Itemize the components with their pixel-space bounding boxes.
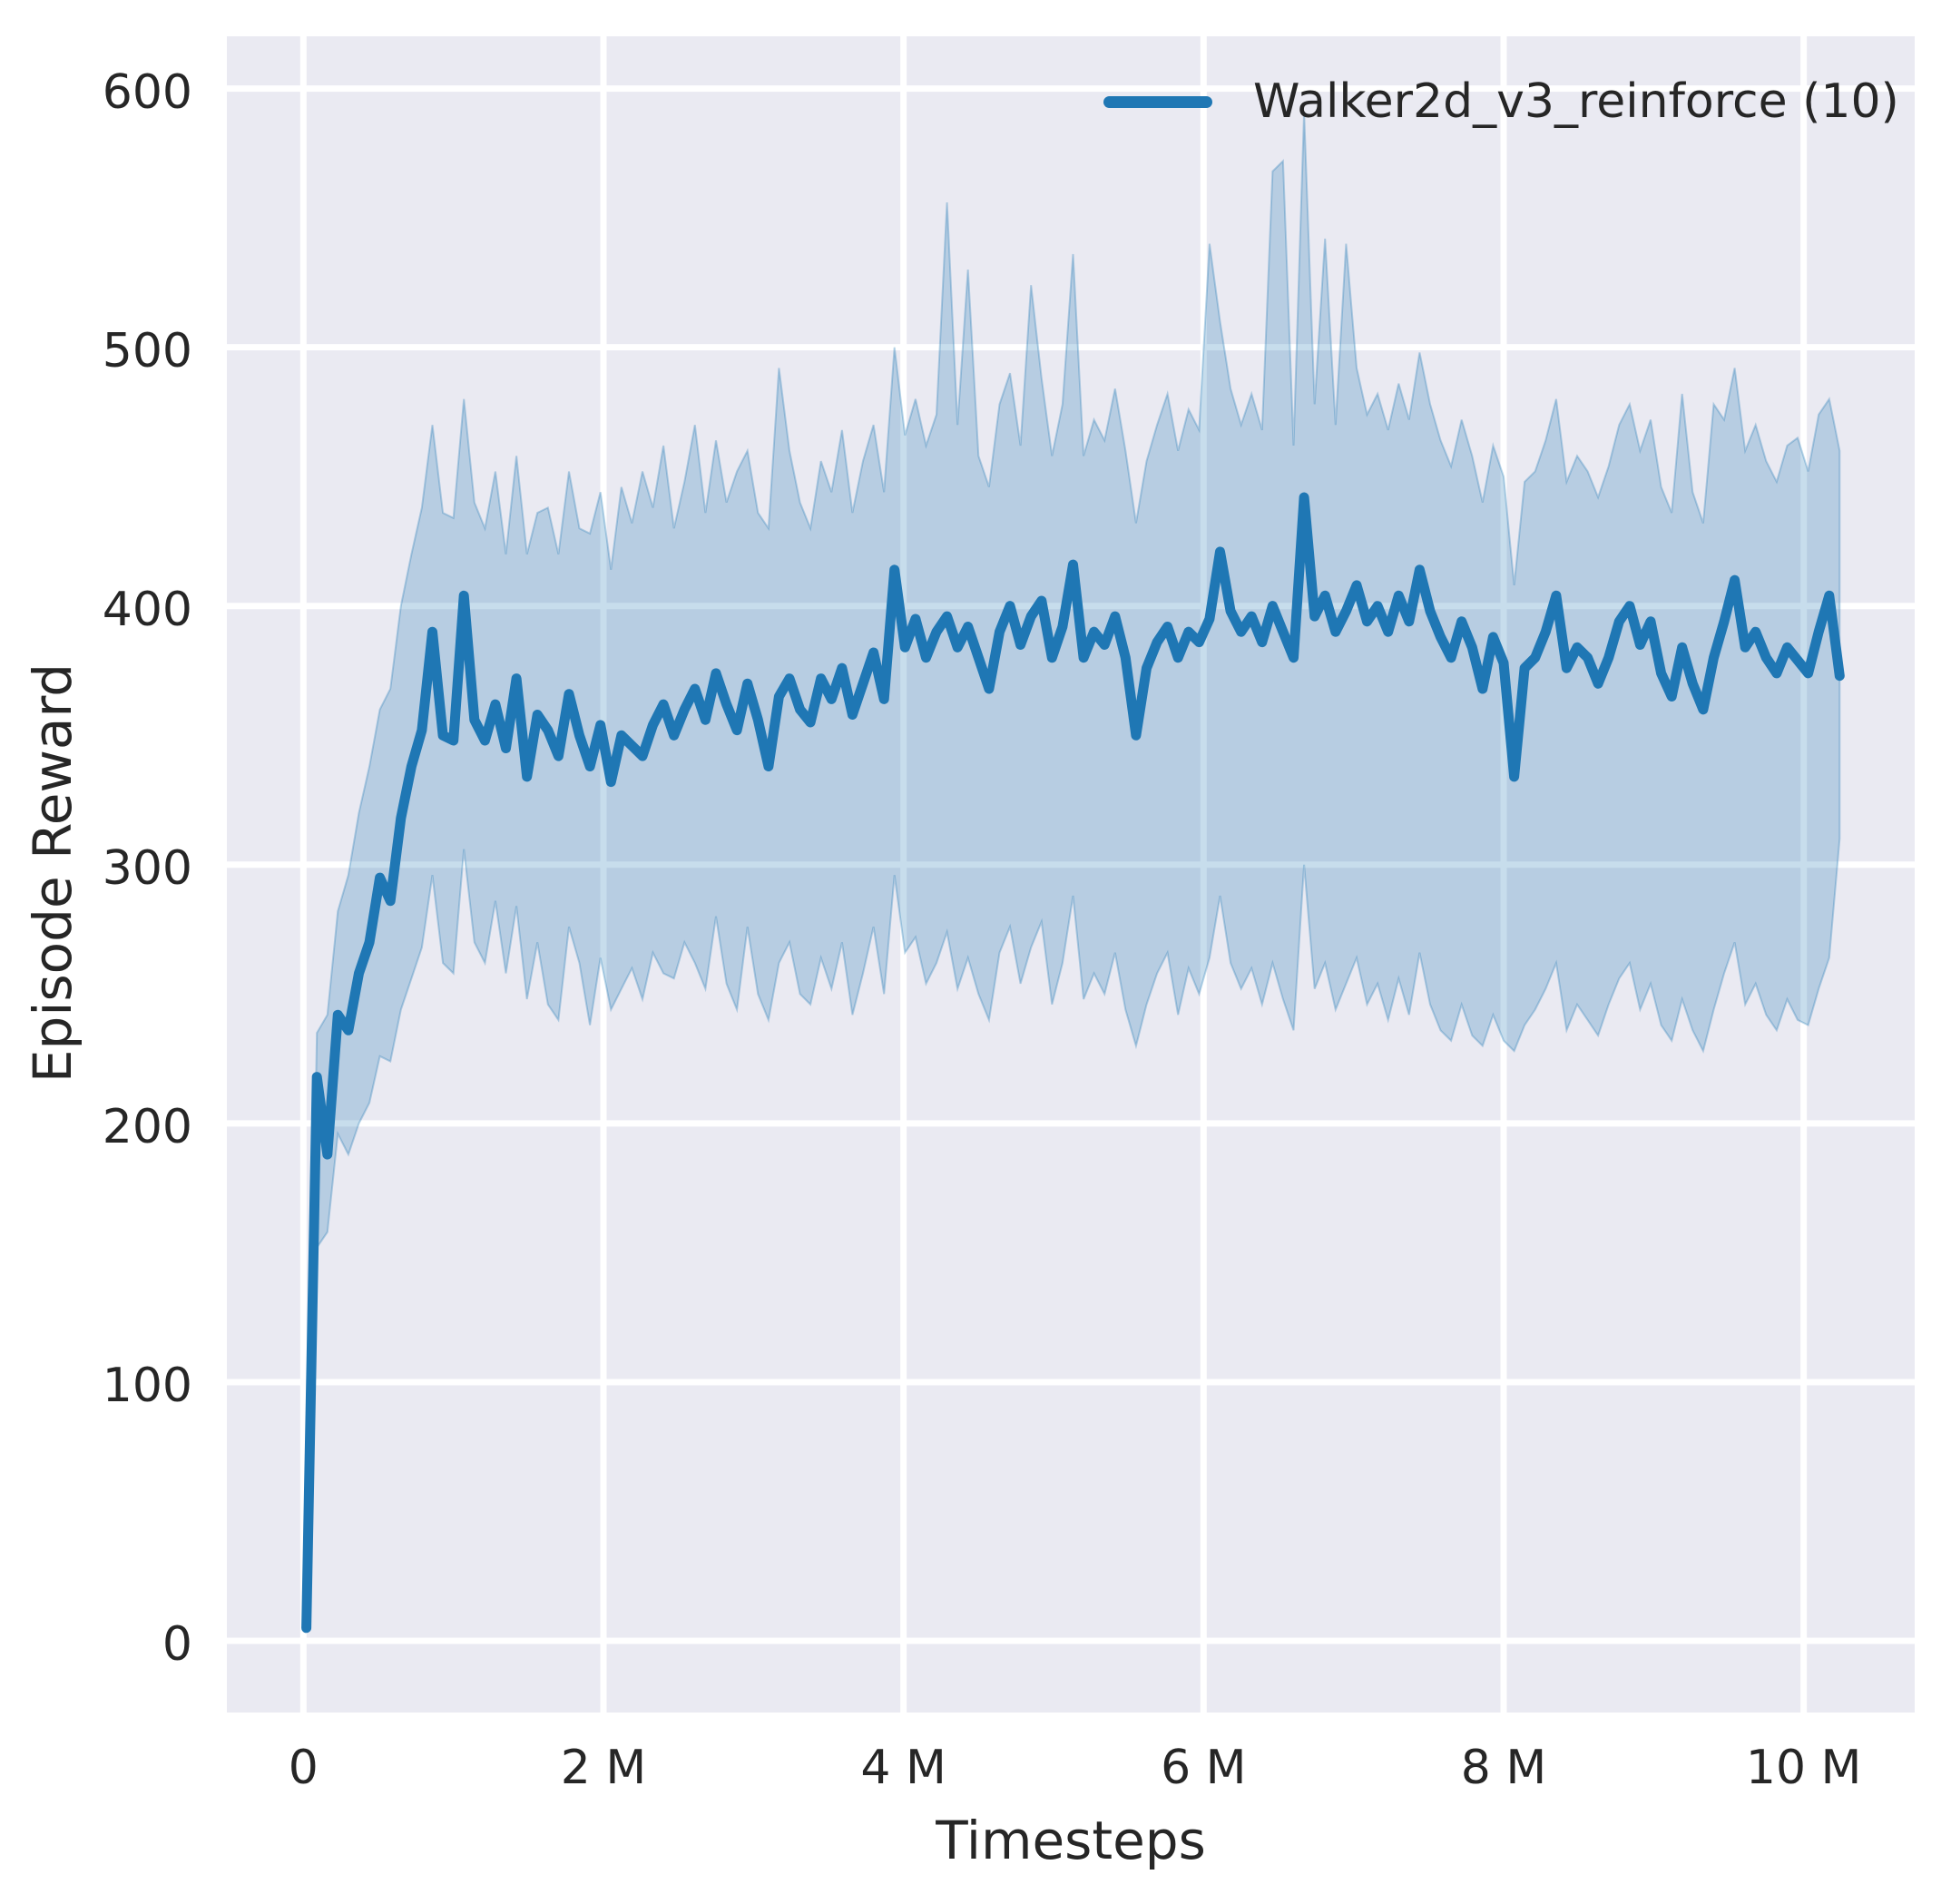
- x-tick-label: 6 M: [1161, 1741, 1247, 1795]
- y-axis-label: Episode Reward: [22, 662, 83, 1084]
- confidence-band: [305, 112, 1841, 1631]
- legend-label: Walker2d_v3_reinforce (10): [1253, 74, 1899, 129]
- x-tick-label: 10 M: [1745, 1741, 1862, 1795]
- x-tick-label: 4 M: [860, 1741, 946, 1795]
- y-tick-label: 400: [102, 582, 192, 637]
- y-tick-label: 500: [102, 323, 192, 378]
- y-tick-label: 100: [102, 1358, 192, 1413]
- x-tick-label: 0: [288, 1741, 319, 1795]
- y-tick-label: 600: [102, 64, 192, 120]
- mean-line: [301, 492, 1845, 1634]
- y-tick-label: 0: [162, 1617, 192, 1673]
- x-tick-label: 8 M: [1460, 1741, 1547, 1795]
- axes-background: [227, 36, 1915, 1713]
- x-axis-label: Timesteps: [936, 1810, 1206, 1871]
- y-tick-label: 300: [102, 840, 192, 896]
- y-tick-label: 200: [102, 1099, 192, 1154]
- legend-line-swatch: [1103, 95, 1212, 108]
- x-tick-label: 2 M: [560, 1741, 647, 1795]
- legend: Walker2d_v3_reinforce (10): [1103, 74, 1899, 129]
